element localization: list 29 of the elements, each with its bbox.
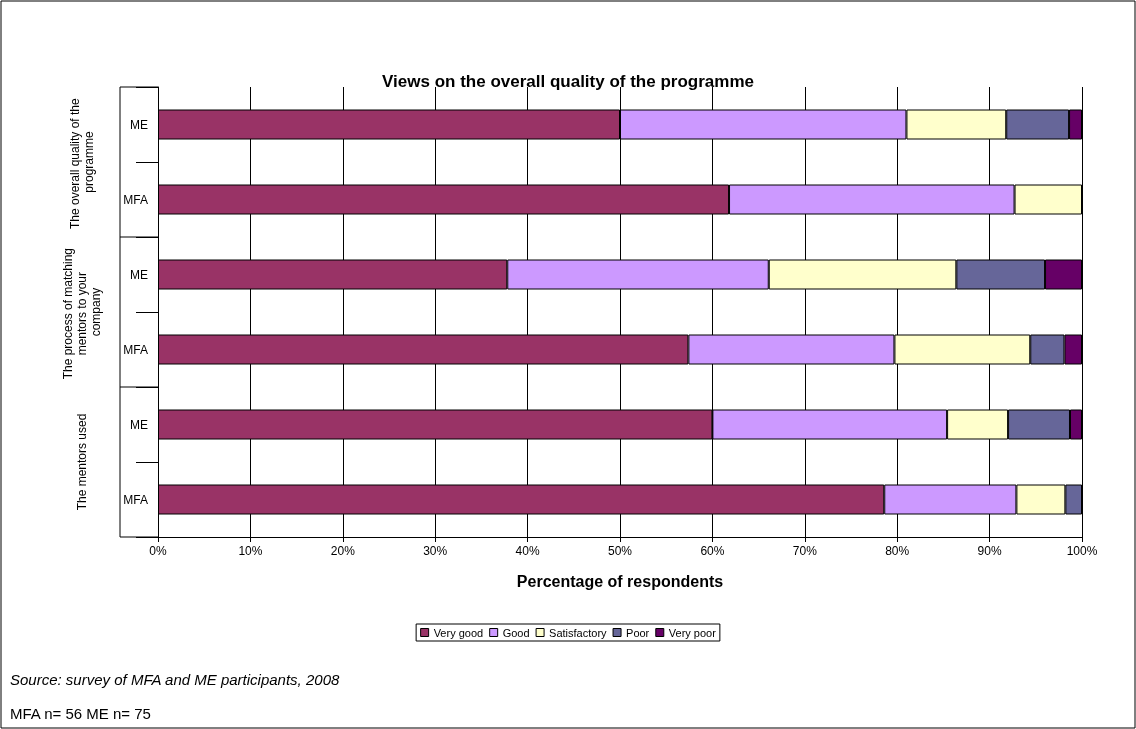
x-tick-label: 100% [1066, 544, 1098, 558]
x-tick-label: 70% [792, 544, 818, 558]
legend-label: Good [502, 626, 530, 639]
y-tick-label: ME [130, 267, 148, 282]
x-axis-title: Percentage of respondents [516, 572, 724, 590]
x-tick-label: 40% [515, 544, 540, 558]
x-tick-label: 10% [238, 544, 263, 558]
x-tick-label: 20% [330, 544, 356, 558]
y-tick-label: MFA [123, 192, 148, 207]
text: The overall quality of the programme [68, 94, 96, 230]
x-tick-label: 50% [607, 544, 633, 558]
y-tick-label: MFA [123, 492, 148, 507]
source-note: Source: survey of MFA and ME participants, 2008 [10, 671, 340, 688]
legend-label: Satisfactory [549, 626, 608, 639]
y-tick-label: MFA [123, 342, 148, 357]
x-tick-label: 0% [149, 544, 167, 558]
legend-label: Poor [626, 626, 650, 639]
chart-title: Views on the overall quality of the programme [382, 72, 754, 91]
x-tick-label: 30% [423, 544, 448, 558]
x-tick-label: 60% [700, 544, 725, 558]
y-tick-label: ME [130, 417, 148, 432]
text: The process of matching mentors to your company [61, 244, 103, 380]
legend-label: Very good [433, 626, 484, 639]
y-tick-label: ME [130, 117, 148, 132]
text: MFA n= 56 ME n= 75 [10, 705, 151, 722]
legend-label: Very poor [668, 626, 717, 639]
x-tick-label: 80% [885, 544, 910, 558]
x-tick-label: 90% [977, 544, 1002, 558]
text: The mentors used [75, 413, 89, 511]
